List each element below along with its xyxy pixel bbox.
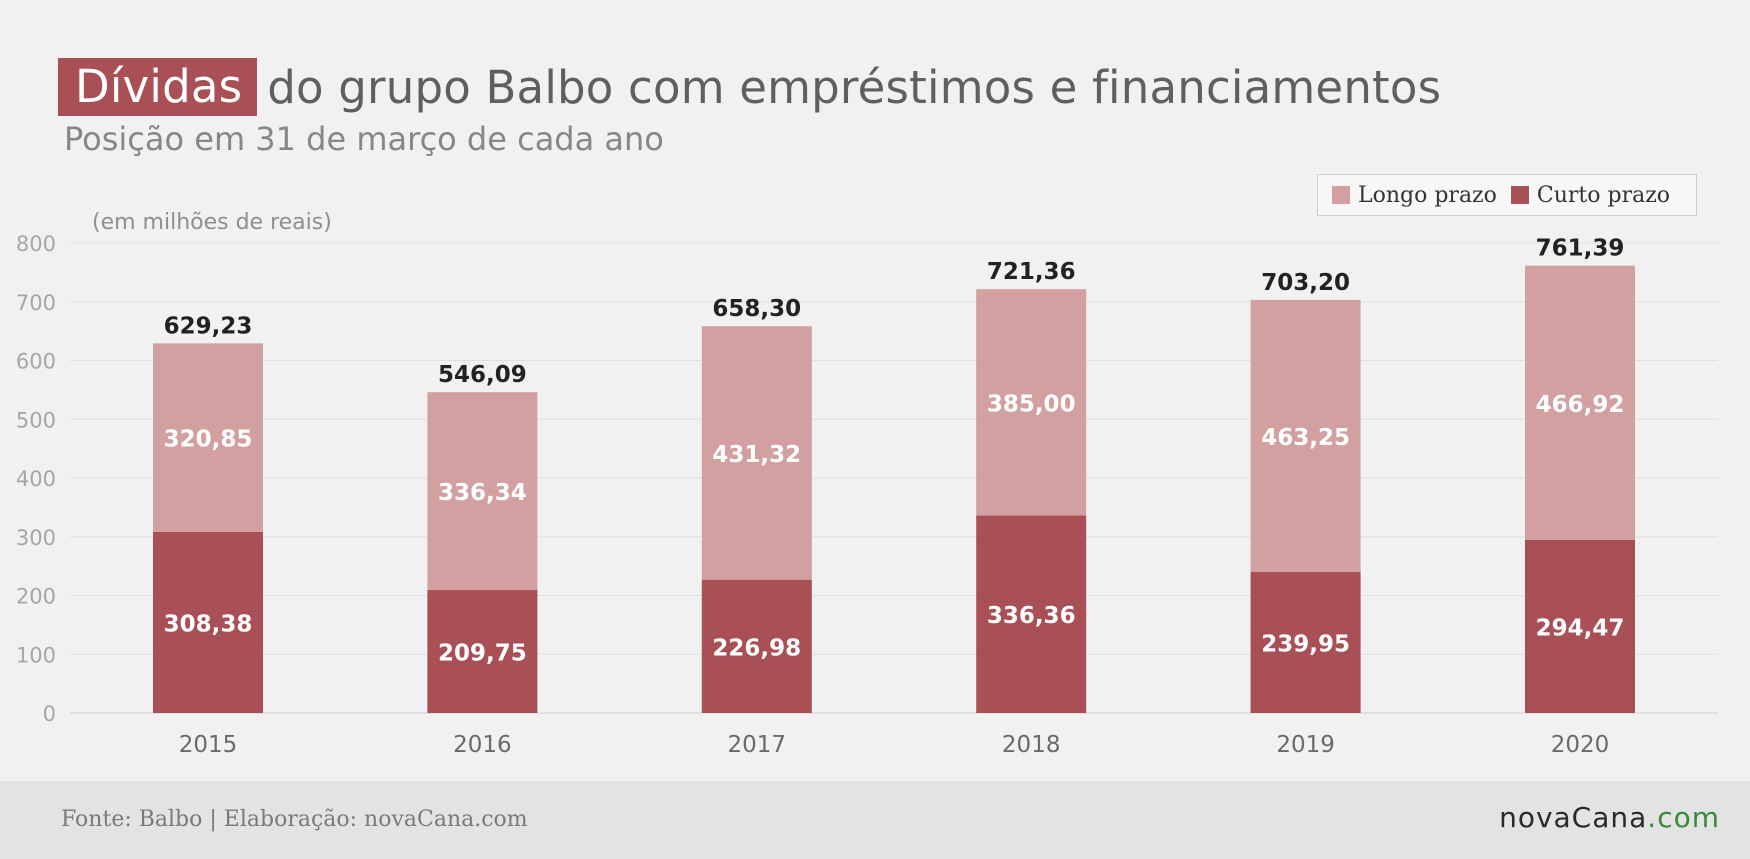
bar-longo-prazo — [1250, 299, 1361, 573]
bar-value-label: 431,32 — [712, 442, 801, 468]
x-tick-label: 2015 — [179, 732, 238, 758]
y-tick-label: 700 — [16, 291, 56, 315]
x-tick-label: 2017 — [728, 732, 787, 758]
bar-value-label: 226,98 — [712, 635, 801, 661]
brand-name: novaCana — [1499, 801, 1648, 834]
source-credit: Fonte: Balbo | Elaboração: novaCana.com — [61, 807, 528, 832]
legend-label-curto: Curto prazo — [1536, 182, 1671, 208]
legend-swatch-curto — [1510, 186, 1529, 204]
bar-total-label: 546,09 — [438, 362, 527, 388]
bar-value-label: 294,47 — [1536, 615, 1625, 641]
title-highlight: Dívidas — [58, 58, 258, 116]
x-tick-label: 2016 — [453, 732, 512, 758]
y-tick-label: 200 — [16, 585, 56, 609]
bar-value-label: 336,34 — [438, 480, 527, 506]
bar-total-label: 658,30 — [712, 296, 801, 322]
legend-item-curto: Curto prazo — [1510, 182, 1671, 208]
unit-label: (em milhões de reais) — [92, 210, 332, 235]
bar-total-label: 629,23 — [164, 313, 253, 339]
bar-value-label: 320,85 — [164, 427, 253, 453]
chart-plot: 0 100 200 300 400 500 600 700 800 308,38 320,85 629… — [16, 232, 1718, 758]
x-tick-label: 2019 — [1276, 732, 1335, 758]
bar-longo-prazo — [427, 392, 538, 590]
bar-curto-prazo — [976, 515, 1087, 713]
brand-logo: novaCana.com — [1499, 801, 1720, 834]
y-tick-label: 0 — [43, 702, 56, 726]
bar-value-label: 239,95 — [1261, 632, 1350, 658]
bar-value-label: 466,92 — [1536, 392, 1625, 418]
bar-curto-prazo — [1525, 539, 1635, 713]
bar-value-label: 336,36 — [987, 603, 1076, 629]
x-tick-label: 2018 — [1002, 732, 1061, 758]
bar-curto-prazo — [427, 589, 538, 713]
bar-curto-prazo — [1250, 572, 1361, 713]
y-tick-label: 800 — [16, 232, 56, 256]
chart-title: Dívidas do grupo Balbo com empréstimos e… — [58, 58, 1441, 116]
bar-longo-prazo — [976, 289, 1087, 516]
y-tick-label: 400 — [16, 467, 56, 491]
bar-value-label: 308,38 — [164, 611, 253, 637]
bar-total-label: 761,39 — [1536, 236, 1625, 262]
footer: Fonte: Balbo | Elaboração: novaCana.com … — [0, 781, 1750, 859]
bar-value-label: 463,25 — [1261, 425, 1350, 451]
y-tick-label: 600 — [16, 350, 56, 374]
x-tick-label: 2020 — [1551, 732, 1610, 758]
y-tick-label: 300 — [16, 526, 56, 550]
legend-item-longo: Longo prazo — [1332, 183, 1497, 208]
bar-value-label: 209,75 — [438, 640, 527, 666]
bar-curto-prazo — [701, 579, 812, 713]
y-tick-label: 500 — [16, 408, 56, 432]
bar-value-label: 385,00 — [987, 391, 1076, 417]
bar-curto-prazo — [153, 531, 263, 713]
bar-total-label: 721,36 — [987, 259, 1076, 285]
bar-total-label: 703,20 — [1261, 270, 1350, 296]
bar-longo-prazo — [153, 343, 263, 532]
legend-swatch-longo — [1332, 186, 1350, 204]
legend: Longo prazo Curto prazo — [1317, 174, 1697, 216]
brand-tld: .com — [1647, 801, 1720, 834]
bar-longo-prazo — [1525, 265, 1635, 540]
chart-subtitle: Posição em 31 de março de cada ano — [64, 120, 664, 158]
bar-longo-prazo — [701, 326, 812, 580]
title-text: do grupo Balbo com empréstimos e financi… — [267, 60, 1442, 114]
y-tick-label: 100 — [16, 643, 56, 667]
legend-label-longo: Longo prazo — [1358, 182, 1497, 208]
